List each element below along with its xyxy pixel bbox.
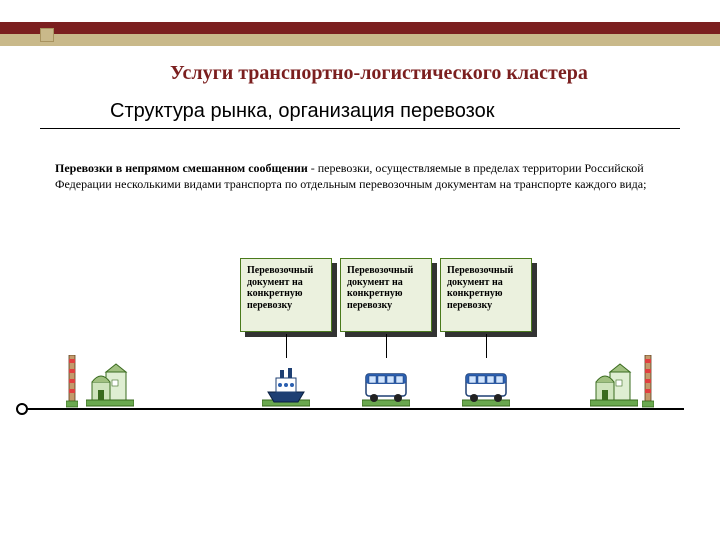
- milestone-pillar-icon: [642, 355, 654, 408]
- timeline: [18, 408, 684, 410]
- page-subtitle: Структура рынка, организация перевозок: [110, 100, 494, 123]
- warehouse-icon: [590, 360, 638, 408]
- warehouse-icon: [86, 360, 134, 408]
- page-title: Услуги транспортно-логистического класте…: [170, 62, 588, 85]
- stripe-red: [0, 22, 720, 34]
- corner-square: [40, 28, 54, 42]
- definition-text: Перевозки в непрямом смешанном сообщении…: [55, 160, 665, 192]
- slide-root: Услуги транспортно-логистического класте…: [0, 0, 720, 540]
- doc-box-2: Перевозочный документ на конкретную пере…: [340, 258, 432, 332]
- ship-icon: [262, 360, 310, 408]
- bus-icon: [462, 360, 510, 408]
- connector-2: [386, 334, 387, 358]
- definition-term: Перевозки в непрямом смешанном сообщении: [55, 161, 308, 175]
- doc-box-3: Перевозочный документ на конкретную пере…: [440, 258, 532, 332]
- milestone-pillar-icon: [66, 355, 78, 408]
- bus-icon: [362, 360, 410, 408]
- connector-3: [486, 334, 487, 358]
- stripe-beige: [0, 34, 720, 46]
- doc-box-1: Перевозочный документ на конкретную пере…: [240, 258, 332, 332]
- title-underline: [40, 128, 680, 129]
- connector-1: [286, 334, 287, 358]
